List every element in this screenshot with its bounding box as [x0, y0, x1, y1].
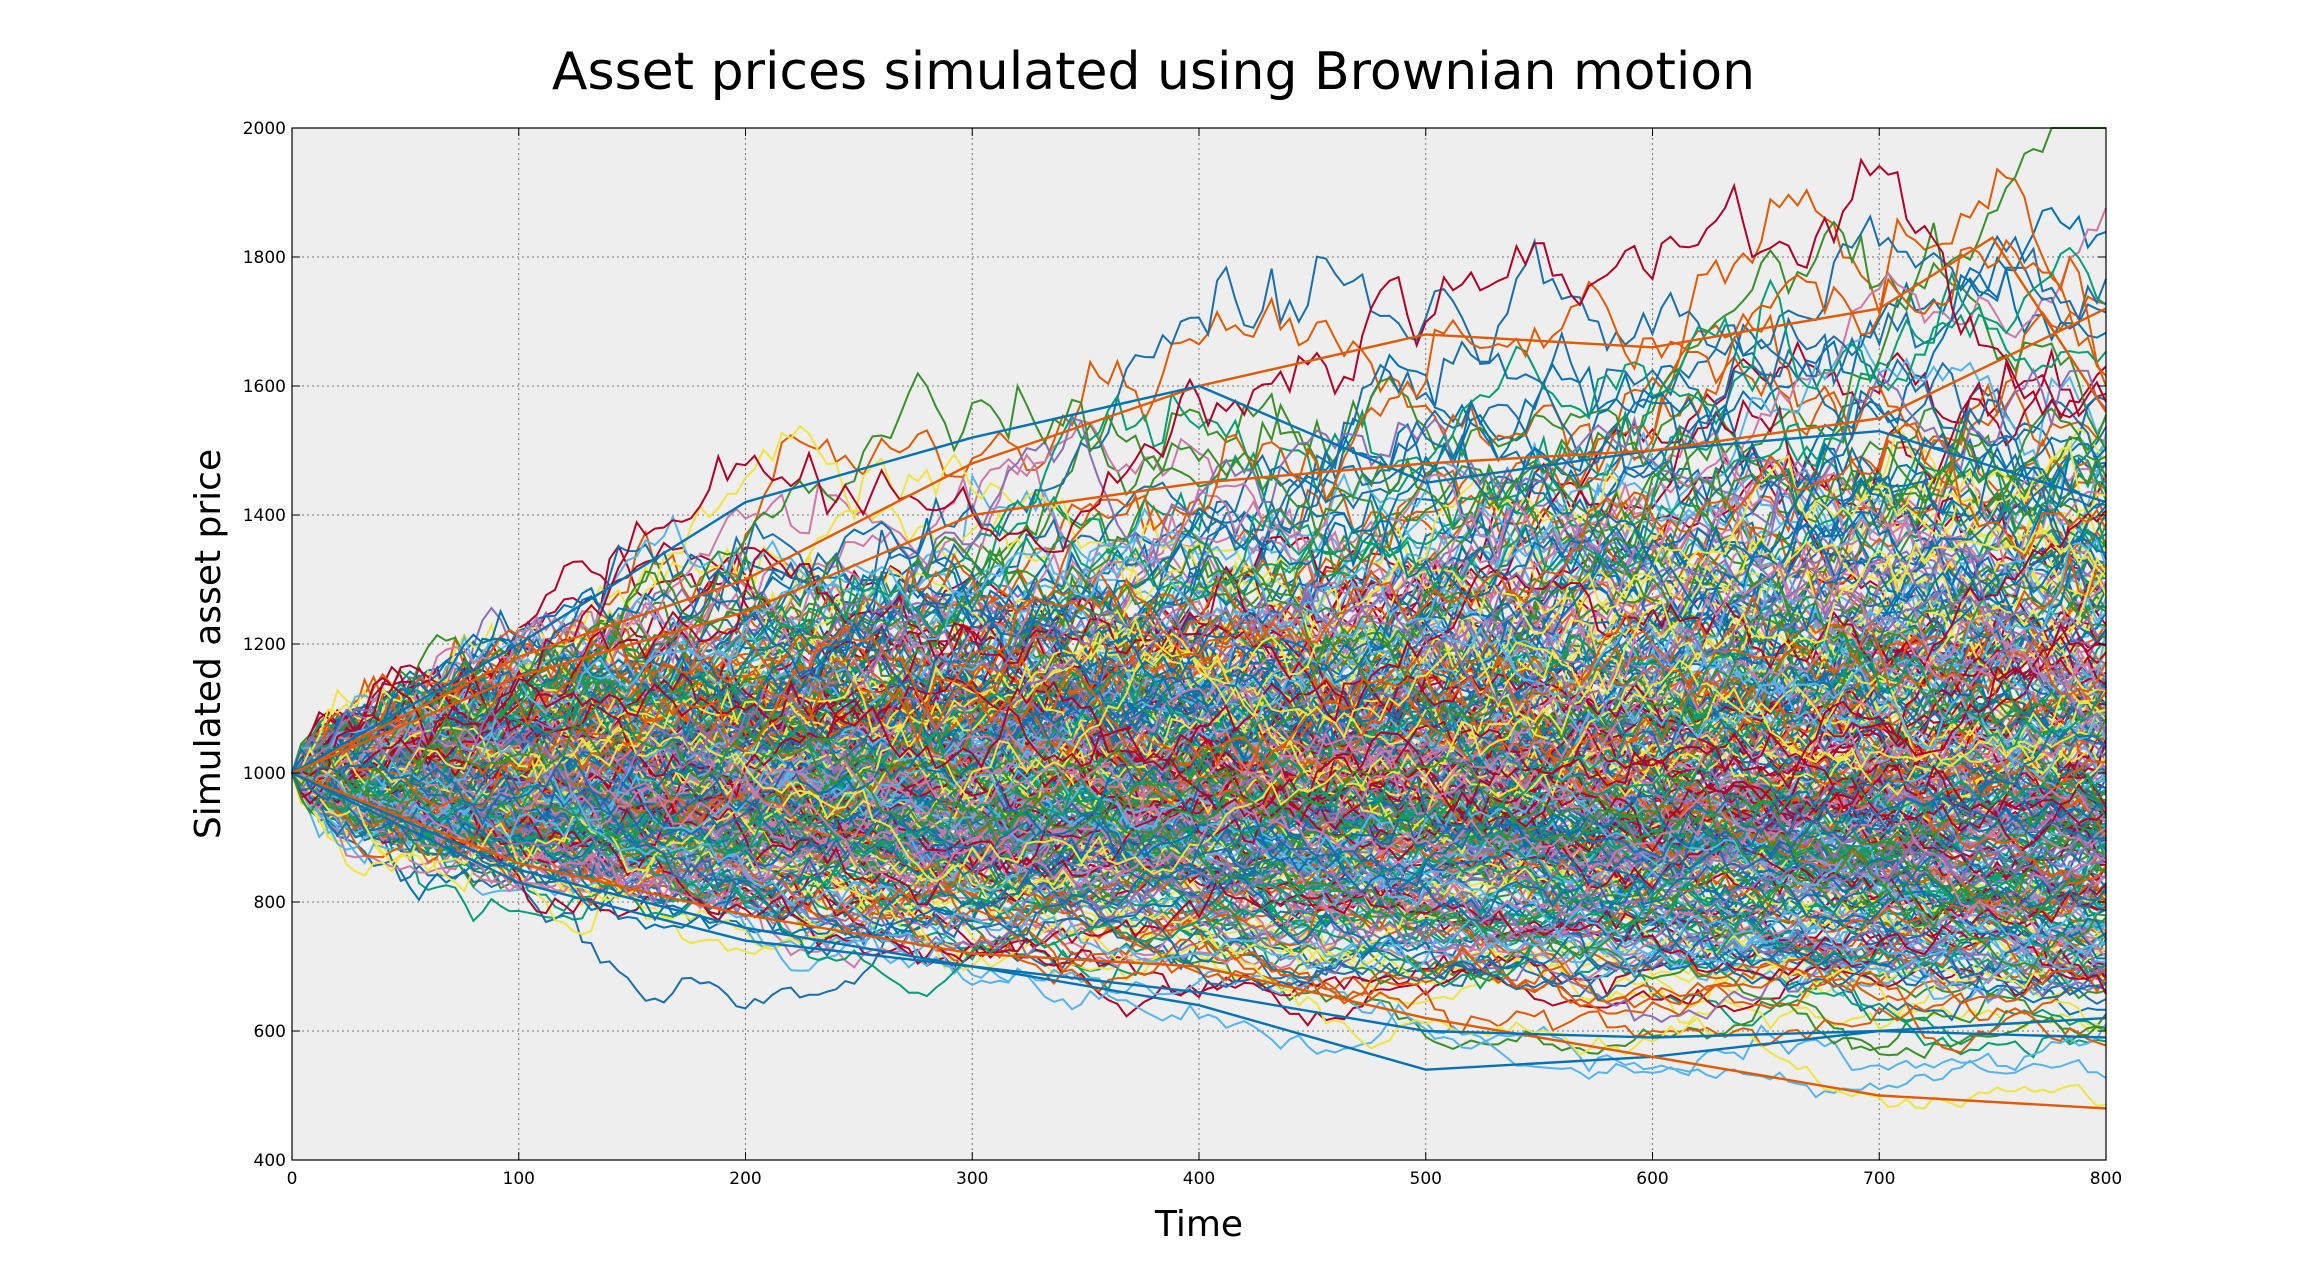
simulated-path	[291, 521, 2107, 809]
simulated-path	[291, 731, 2107, 991]
simulated-path	[291, 772, 2107, 910]
simulated-path	[291, 387, 2107, 781]
simulated-path	[291, 564, 2107, 791]
x-tick-label: 500	[1410, 1169, 1442, 1189]
y-tick-label: 600	[254, 1022, 286, 1042]
simulated-path	[291, 451, 2107, 774]
simulated-path	[291, 509, 2107, 805]
simulated-path	[291, 722, 2107, 998]
simulated-path	[291, 214, 2107, 783]
x-tick-label: 700	[1863, 1169, 1895, 1189]
chart-title: Asset prices simulated using Brownian mo…	[551, 42, 1756, 102]
x-tick-label: 600	[1636, 1169, 1668, 1189]
simulated-path	[291, 714, 2107, 968]
simulated-path	[291, 772, 2107, 1009]
x-tick-label: 200	[729, 1169, 761, 1189]
y-tick-label: 1800	[243, 248, 286, 268]
x-axis-label: Time	[1154, 1204, 1243, 1245]
simulated-path	[291, 770, 2107, 991]
simulated-path	[291, 421, 2107, 809]
y-tick-label: 1600	[243, 377, 286, 397]
simulated-paths	[291, 127, 2108, 1110]
simulated-path	[291, 534, 2107, 825]
extreme-path	[291, 771, 2107, 1071]
y-tick-label: 800	[254, 893, 286, 913]
axis-ticks: 0 100 200 300 400 500 600 700 800 400 600 800 1000 12…	[243, 119, 2122, 1189]
simulated-path	[291, 271, 2107, 778]
y-tick-label: 1200	[243, 635, 286, 655]
y-tick-label: 1000	[243, 764, 286, 784]
x-tick-label: 100	[503, 1169, 535, 1189]
simulated-path	[291, 665, 2107, 980]
simulated-path	[291, 546, 2107, 774]
simulated-path	[291, 683, 2107, 850]
simulated-path	[291, 621, 2107, 818]
simulated-path	[291, 616, 2107, 899]
simulated-path	[291, 709, 2107, 874]
simulated-path	[291, 755, 2107, 939]
simulated-path	[291, 609, 2107, 776]
extreme-path	[291, 384, 2107, 775]
extreme-path	[291, 235, 2108, 775]
simulated-path	[291, 442, 2107, 802]
simulated-path	[291, 667, 2107, 791]
x-tick-label: 0	[287, 1169, 298, 1189]
simulated-path	[291, 726, 2107, 893]
simulated-path	[291, 563, 2107, 890]
simulated-path	[291, 462, 2107, 774]
simulated-path	[291, 559, 2107, 832]
simulated-path	[291, 772, 2107, 1099]
simulated-path	[291, 723, 2107, 922]
x-tick-label: 300	[956, 1169, 988, 1189]
simulated-path	[291, 548, 2107, 833]
simulated-path	[291, 367, 2107, 781]
y-tick-label: 400	[254, 1151, 286, 1171]
simulated-path	[291, 610, 2107, 774]
y-tick-label: 2000	[243, 119, 286, 139]
extreme-path	[291, 771, 2107, 1110]
simulated-path	[291, 723, 2107, 958]
y-axis-label: Simulated asset price	[188, 449, 229, 839]
simulated-path	[291, 632, 2107, 794]
extreme-path	[291, 307, 2107, 775]
simulated-path	[291, 246, 2107, 811]
extreme-path	[291, 771, 2107, 1039]
simulated-path	[291, 445, 2107, 874]
y-tick-label: 1400	[243, 506, 286, 526]
simulated-path	[291, 564, 2107, 785]
x-tick-label: 800	[2090, 1169, 2122, 1189]
simulated-path	[291, 722, 2107, 1002]
simulated-path	[291, 157, 2107, 777]
simulated-path	[291, 762, 2107, 951]
simulated-path	[291, 167, 2107, 785]
x-tick-label: 400	[1183, 1169, 1215, 1189]
simulated-path	[291, 634, 2107, 853]
simulated-path	[291, 772, 2107, 1027]
simulated-path	[291, 713, 2107, 1024]
